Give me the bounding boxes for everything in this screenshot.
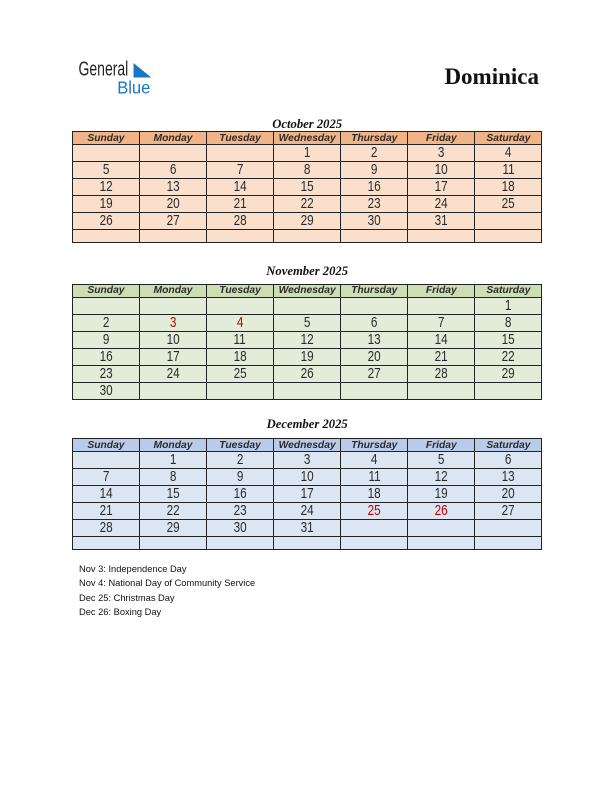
- svg-text:Blue: Blue: [117, 77, 150, 98]
